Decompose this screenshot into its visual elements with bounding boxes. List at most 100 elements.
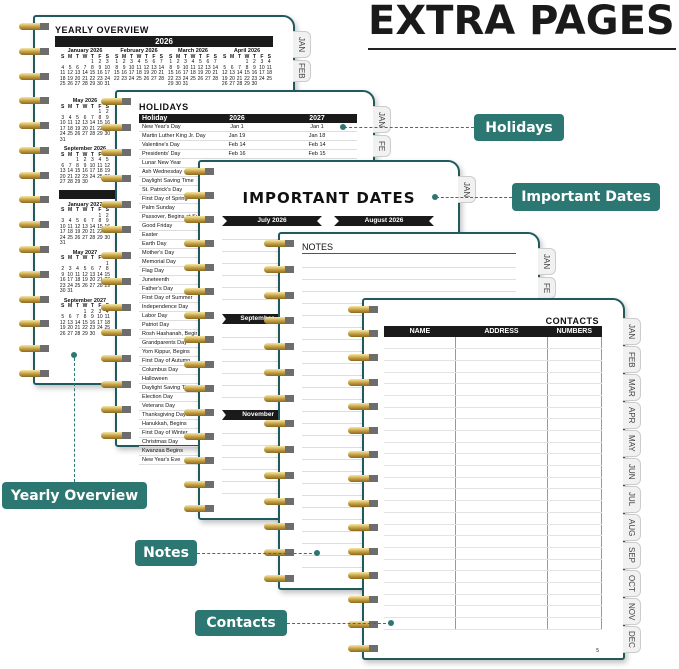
table-cell[interactable] — [384, 360, 457, 373]
table-cell[interactable] — [547, 559, 603, 572]
tab-jan[interactable]: JAN — [373, 106, 391, 133]
tab-nov[interactable]: NOV — [623, 598, 641, 625]
table-cell[interactable] — [547, 605, 603, 618]
table-cell[interactable] — [455, 477, 548, 490]
table-cell[interactable] — [547, 570, 603, 583]
table-cell[interactable] — [547, 512, 603, 525]
table-cell[interactable] — [384, 617, 457, 630]
contact-row[interactable] — [384, 512, 603, 525]
table-cell[interactable] — [455, 582, 548, 595]
table-cell[interactable] — [547, 524, 603, 537]
table-cell[interactable] — [455, 453, 548, 467]
table-cell[interactable] — [455, 594, 548, 607]
table-cell[interactable] — [547, 453, 603, 467]
contact-row[interactable] — [384, 594, 603, 607]
table-cell[interactable] — [547, 383, 603, 396]
table-cell[interactable] — [455, 500, 548, 513]
table-cell[interactable] — [384, 453, 457, 467]
table-cell[interactable] — [547, 547, 603, 560]
table-cell[interactable] — [455, 418, 548, 431]
contact-row[interactable] — [384, 617, 603, 630]
table-cell[interactable] — [384, 605, 457, 618]
contact-row[interactable] — [384, 453, 603, 467]
table-cell[interactable] — [455, 617, 548, 630]
contact-row[interactable] — [384, 559, 603, 572]
contact-row[interactable] — [384, 337, 603, 350]
table-cell[interactable] — [384, 395, 457, 408]
tab-feb[interactable]: FEB — [293, 60, 311, 82]
table-cell[interactable] — [547, 488, 603, 502]
contact-row[interactable] — [384, 407, 603, 420]
contact-row[interactable] — [384, 500, 603, 513]
contact-row[interactable] — [384, 605, 603, 618]
contact-row[interactable] — [384, 524, 603, 537]
table-cell[interactable] — [547, 465, 603, 478]
tab-jan[interactable]: JAN — [293, 31, 311, 58]
table-cell[interactable] — [384, 547, 457, 560]
contact-row[interactable] — [384, 348, 603, 361]
table-cell[interactable] — [455, 372, 548, 385]
table-cell[interactable] — [384, 535, 457, 548]
table-cell[interactable] — [547, 442, 603, 455]
table-cell[interactable] — [547, 500, 603, 513]
table-cell[interactable] — [455, 488, 548, 502]
table-cell[interactable] — [455, 559, 548, 572]
table-cell[interactable] — [384, 418, 457, 431]
table-cell[interactable] — [547, 594, 603, 607]
tab-feb[interactable]: FEB — [623, 346, 641, 373]
tab-feb[interactable]: FE — [373, 135, 391, 157]
contact-row[interactable] — [384, 418, 603, 431]
table-cell[interactable] — [455, 465, 548, 478]
contact-row[interactable] — [384, 442, 603, 455]
table-cell[interactable] — [455, 524, 548, 537]
contact-row[interactable] — [384, 488, 603, 502]
contact-row[interactable] — [384, 582, 603, 595]
table-cell[interactable] — [384, 559, 457, 572]
table-cell[interactable] — [547, 360, 603, 373]
table-cell[interactable] — [547, 337, 603, 350]
tab-jan[interactable]: JAN — [538, 248, 556, 275]
table-cell[interactable] — [547, 477, 603, 490]
contact-row[interactable] — [384, 570, 603, 583]
table-cell[interactable] — [455, 547, 548, 560]
table-cell[interactable] — [384, 337, 457, 350]
table-cell[interactable] — [455, 570, 548, 583]
contact-row[interactable] — [384, 477, 603, 490]
table-cell[interactable] — [455, 512, 548, 525]
table-cell[interactable] — [455, 383, 548, 396]
table-cell[interactable] — [384, 442, 457, 455]
table-cell[interactable] — [384, 582, 457, 595]
tab-mar[interactable]: MAR — [623, 374, 641, 401]
table-cell[interactable] — [384, 594, 457, 607]
contact-row[interactable] — [384, 430, 603, 443]
contact-row[interactable] — [384, 360, 603, 373]
table-cell[interactable] — [384, 465, 457, 478]
table-cell[interactable] — [547, 372, 603, 385]
contact-row[interactable] — [384, 372, 603, 385]
table-cell[interactable] — [455, 337, 548, 350]
contact-row[interactable] — [384, 535, 603, 548]
table-cell[interactable] — [547, 535, 603, 548]
table-cell[interactable] — [455, 360, 548, 373]
tab-feb[interactable]: FE — [538, 277, 556, 299]
table-cell[interactable] — [384, 372, 457, 385]
tab-jan[interactable]: JAN — [458, 176, 476, 203]
table-cell[interactable] — [547, 418, 603, 431]
table-cell[interactable] — [384, 383, 457, 396]
table-cell[interactable] — [384, 524, 457, 537]
tab-jul[interactable]: JUL — [623, 486, 641, 513]
table-cell[interactable] — [455, 442, 548, 455]
table-cell[interactable] — [455, 348, 548, 361]
tab-aug[interactable]: AUG — [623, 514, 641, 541]
contact-row[interactable] — [384, 465, 603, 478]
table-cell[interactable] — [455, 535, 548, 548]
tab-sep[interactable]: SEP — [623, 542, 641, 569]
table-cell[interactable] — [547, 407, 603, 420]
table-cell[interactable] — [455, 407, 548, 420]
table-cell[interactable] — [384, 500, 457, 513]
table-cell[interactable] — [384, 348, 457, 361]
contact-row[interactable] — [384, 547, 603, 560]
table-cell[interactable] — [547, 430, 603, 443]
table-cell[interactable] — [547, 348, 603, 361]
tab-dec[interactable]: DEC — [623, 626, 641, 653]
